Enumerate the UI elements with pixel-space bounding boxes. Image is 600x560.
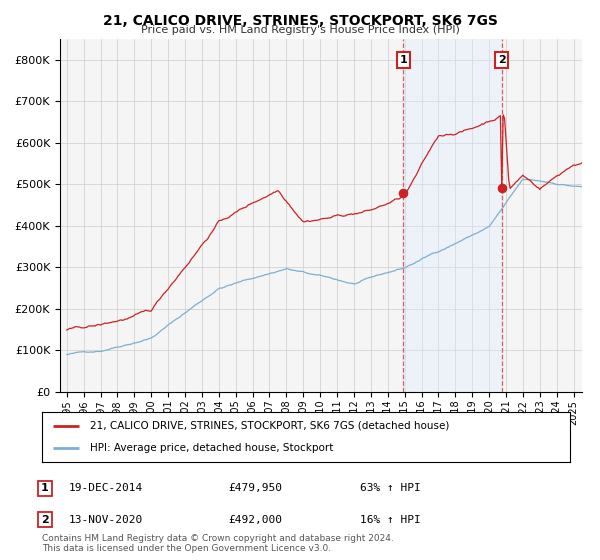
Text: £479,950: £479,950 xyxy=(228,483,282,493)
Text: 2: 2 xyxy=(41,515,49,525)
Text: 2: 2 xyxy=(498,55,506,65)
Text: This data is licensed under the Open Government Licence v3.0.: This data is licensed under the Open Gov… xyxy=(42,544,331,553)
Text: Price paid vs. HM Land Registry's House Price Index (HPI): Price paid vs. HM Land Registry's House … xyxy=(140,25,460,35)
Text: 1: 1 xyxy=(400,55,407,65)
Text: 1: 1 xyxy=(41,483,49,493)
Text: 21, CALICO DRIVE, STRINES, STOCKPORT, SK6 7GS (detached house): 21, CALICO DRIVE, STRINES, STOCKPORT, SK… xyxy=(89,421,449,431)
Text: £492,000: £492,000 xyxy=(228,515,282,525)
Point xyxy=(398,188,408,197)
Point xyxy=(497,183,506,192)
Text: Contains HM Land Registry data © Crown copyright and database right 2024.: Contains HM Land Registry data © Crown c… xyxy=(42,534,394,543)
Text: 16% ↑ HPI: 16% ↑ HPI xyxy=(360,515,421,525)
Text: 19-DEC-2014: 19-DEC-2014 xyxy=(69,483,143,493)
Text: 63% ↑ HPI: 63% ↑ HPI xyxy=(360,483,421,493)
Bar xyxy=(403,39,502,392)
Text: 13-NOV-2020: 13-NOV-2020 xyxy=(69,515,143,525)
Text: 21, CALICO DRIVE, STRINES, STOCKPORT, SK6 7GS: 21, CALICO DRIVE, STRINES, STOCKPORT, SK… xyxy=(103,14,497,28)
Text: HPI: Average price, detached house, Stockport: HPI: Average price, detached house, Stoc… xyxy=(89,443,333,453)
